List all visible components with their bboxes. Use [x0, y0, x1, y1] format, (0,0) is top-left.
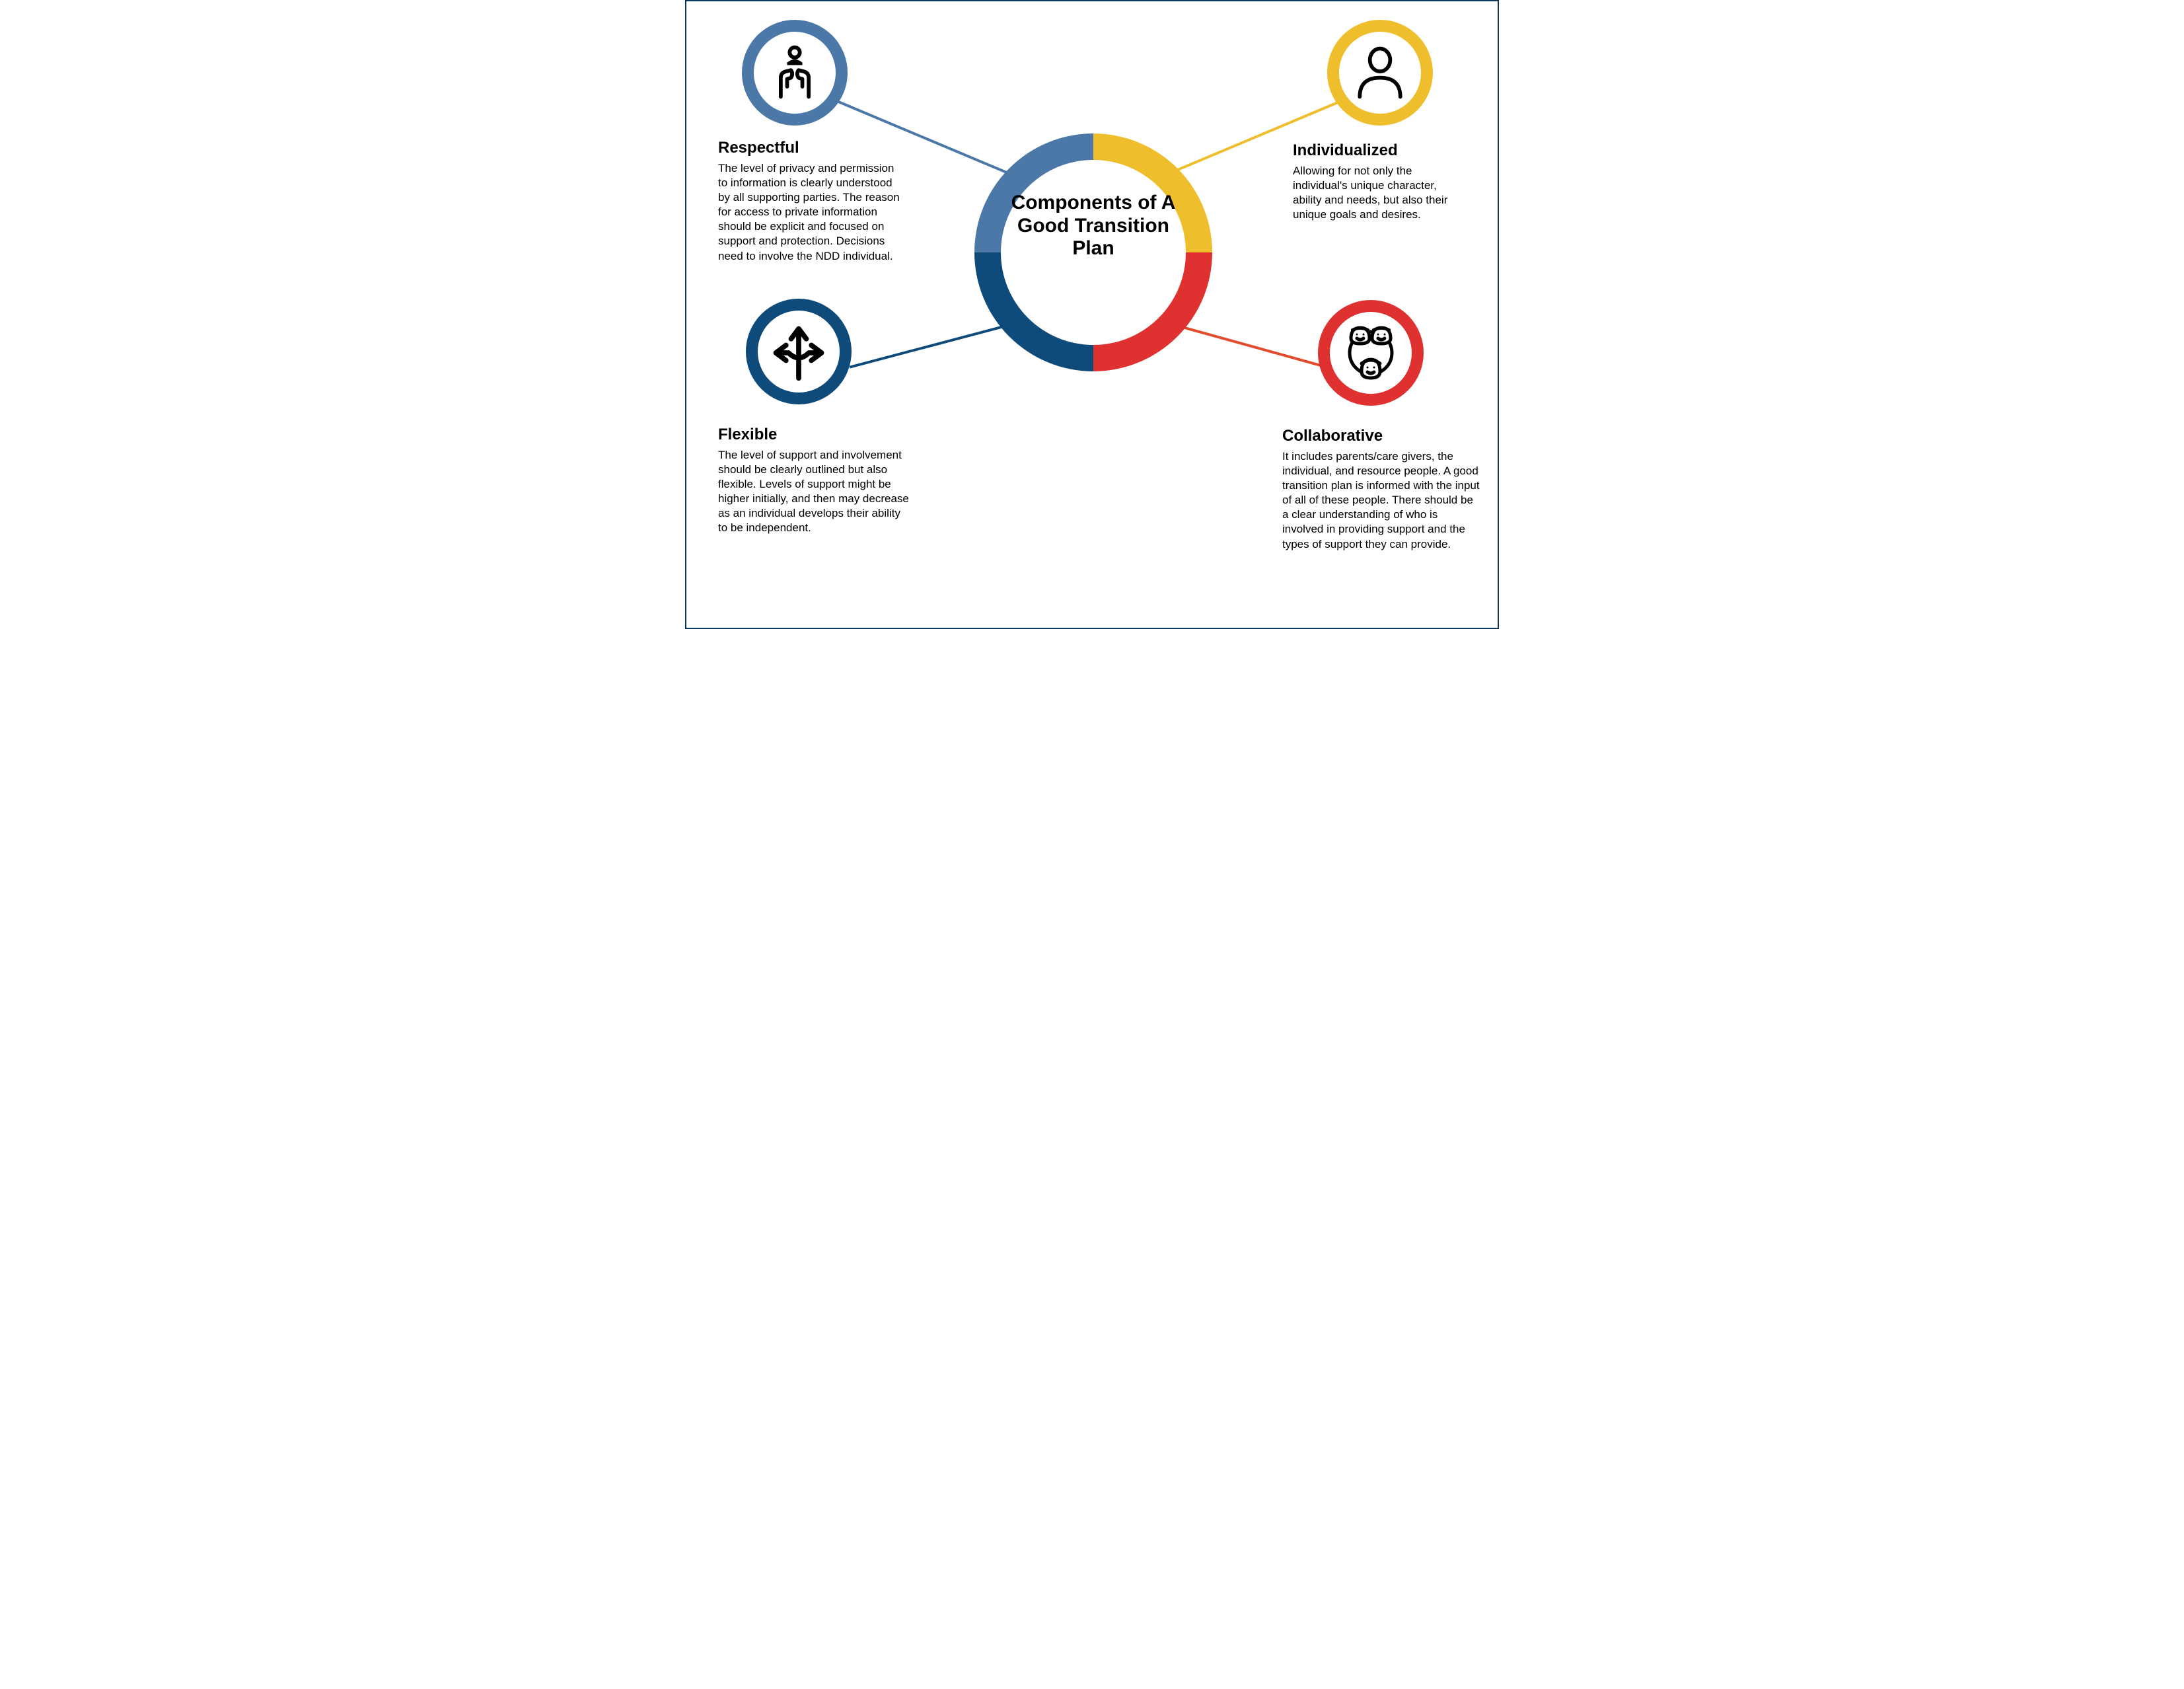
- flexible-node: [746, 299, 852, 404]
- collaborative-title: Collaborative: [1282, 427, 1480, 445]
- person-icon: [1348, 41, 1412, 104]
- respectful-title: Respectful: [718, 139, 903, 157]
- respectful-body: The level of privacy and permission to i…: [718, 161, 903, 264]
- center-title: Components of A Good Transition Plan: [1002, 192, 1184, 260]
- infographic-frame: Components of A Good Transition Plan: [685, 0, 1499, 629]
- care-hands-icon: [763, 41, 826, 104]
- individualized-title: Individualized: [1293, 141, 1465, 160]
- individualized-text: Individualized Allowing for not only the…: [1293, 141, 1465, 222]
- branching-arrows-icon: [767, 320, 830, 383]
- individualized-node: [1327, 20, 1433, 126]
- individualized-body: Allowing for not only the individual's u…: [1293, 164, 1465, 222]
- ring-segment-collaborative: [1093, 252, 1212, 371]
- respectful-text: Respectful The level of privacy and perm…: [718, 139, 903, 264]
- collaborative-body: It includes parents/care givers, the ind…: [1282, 449, 1480, 552]
- collaborative-node: [1318, 300, 1424, 406]
- ring-segment-flexible: [974, 252, 1093, 371]
- flexible-body: The level of support and involvement sho…: [718, 448, 910, 536]
- people-group-icon: [1338, 320, 1404, 386]
- respectful-node: [742, 20, 848, 126]
- flexible-text: Flexible The level of support and involv…: [718, 426, 910, 536]
- collaborative-text: Collaborative It includes parents/care g…: [1282, 427, 1480, 552]
- flexible-title: Flexible: [718, 426, 910, 444]
